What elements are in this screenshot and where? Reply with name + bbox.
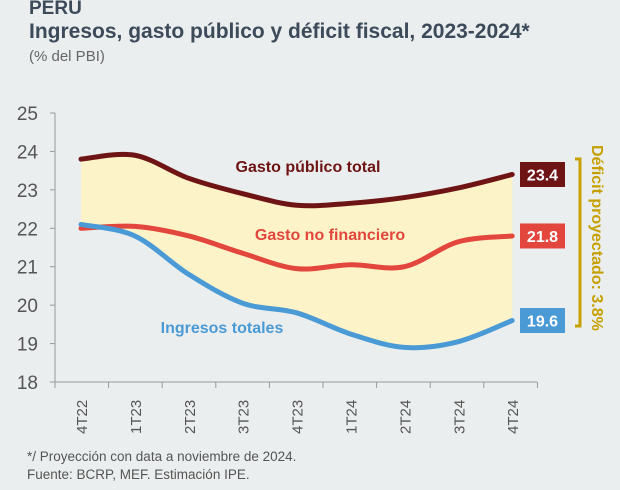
source: Fuente: BCRP, MEF. Estimación IPE.	[27, 467, 250, 482]
x-tick-label: 3T23	[236, 400, 253, 434]
x-tick-label: 3T24	[451, 400, 468, 434]
y-tick-label: 25	[17, 104, 38, 125]
x-tick-label: 2T24	[397, 400, 414, 434]
series-line-2	[78, 221, 515, 351]
end-value-box	[520, 161, 565, 187]
footnote: */ Proyección con data a noviembre de 20…	[27, 449, 297, 464]
x-tick-label: 1T24	[344, 400, 361, 434]
end-value-label: 21.8	[527, 229, 558, 246]
series-line-0	[78, 151, 515, 209]
y-tick-label: 19	[17, 335, 38, 356]
end-value-label: 23.4	[527, 167, 558, 184]
y-tick-label: 20	[17, 296, 38, 317]
x-tick-label: 2T23	[182, 400, 199, 434]
deficit-bracket	[575, 157, 582, 328]
x-tick-label: 4T23	[290, 400, 307, 434]
x-tick-label: 4T24	[505, 400, 522, 434]
end-value-label: 19.6	[527, 314, 558, 331]
chart-subtitle: (% del PBI)	[29, 48, 105, 65]
chart-country: PERÚ	[29, 0, 82, 19]
series-label: Gasto público total	[236, 159, 381, 176]
y-tick-label: 24	[17, 142, 39, 163]
series-label: Gasto no financiero	[255, 227, 405, 244]
y-tick-label: 23	[17, 181, 38, 202]
x-tick-label: 4T22	[74, 400, 91, 434]
y-tick-label: 22	[17, 219, 38, 240]
end-value-box	[520, 223, 565, 249]
deficit-annotation: Déficit proyectado: 3.8%	[588, 145, 605, 331]
deficit-area	[81, 154, 513, 348]
series-line-1	[78, 223, 515, 272]
y-tick-label: 21	[17, 258, 38, 279]
chart-title: Ingresos, gasto público y déficit fiscal…	[29, 20, 530, 43]
end-value-box	[520, 308, 565, 334]
x-tick-label: 1T23	[128, 400, 145, 434]
series-label: Ingresos totales	[161, 320, 284, 337]
y-tick-label: 18	[17, 373, 38, 394]
